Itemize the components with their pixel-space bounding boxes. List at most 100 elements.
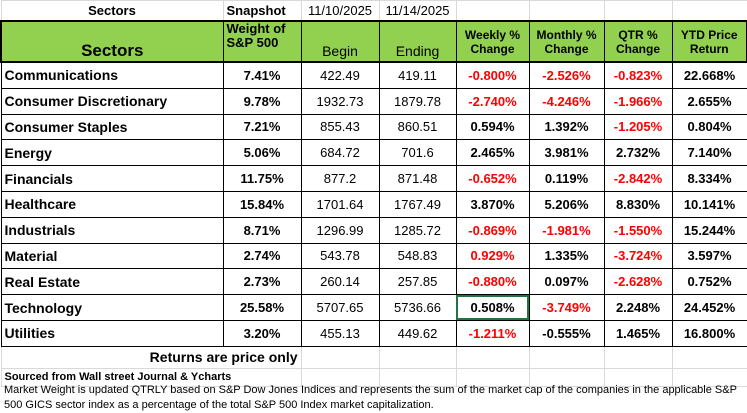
sector-cell[interactable]: Consumer Discretionary bbox=[0, 87, 224, 115]
monthly-cell[interactable]: -1.981% bbox=[528, 216, 605, 244]
monthly-cell[interactable]: -4.246% bbox=[528, 87, 605, 115]
weight-cell[interactable]: 15.84% bbox=[222, 190, 302, 218]
header-weekly[interactable]: Weekly % Change bbox=[455, 20, 530, 63]
monthly-cell[interactable]: -2.526% bbox=[528, 61, 605, 89]
begin-cell[interactable]: 684.72 bbox=[300, 139, 380, 167]
monthly-cell[interactable]: 1.392% bbox=[528, 113, 605, 141]
empty-cell[interactable] bbox=[528, 345, 605, 369]
ytd-cell[interactable]: 15.244% bbox=[671, 216, 747, 244]
empty-cell[interactable] bbox=[671, 0, 747, 22]
empty-cell[interactable] bbox=[528, 0, 605, 22]
begin-cell[interactable]: 5707.65 bbox=[300, 294, 380, 321]
qtr-cell[interactable]: 2.732% bbox=[603, 139, 673, 167]
begin-cell[interactable]: 422.49 bbox=[300, 61, 380, 89]
weight-cell[interactable]: 3.20% bbox=[222, 319, 302, 347]
weekly-cell[interactable]: 0.929% bbox=[455, 242, 530, 270]
ytd-cell[interactable]: 16.800% bbox=[671, 319, 747, 347]
empty-cell[interactable] bbox=[378, 345, 457, 369]
ytd-cell[interactable]: 8.334% bbox=[671, 165, 747, 192]
sectors-title-cell[interactable]: Sectors bbox=[0, 0, 224, 22]
sector-cell[interactable]: Utilities bbox=[0, 319, 224, 347]
header-ytd[interactable]: YTD Price Return bbox=[671, 20, 747, 63]
weight-cell[interactable]: 11.75% bbox=[222, 165, 302, 192]
begin-cell[interactable]: 877.2 bbox=[300, 165, 380, 192]
weekly-cell[interactable]: 2.465% bbox=[455, 139, 530, 167]
sector-cell[interactable]: Material bbox=[0, 242, 224, 270]
ending-cell[interactable]: 548.83 bbox=[378, 242, 457, 270]
begin-cell[interactable]: 1932.73 bbox=[300, 87, 380, 115]
market-weight-note[interactable]: Market Weight is updated QTRLY based on … bbox=[4, 384, 737, 411]
weight-cell[interactable]: 7.41% bbox=[222, 61, 302, 89]
empty-cell[interactable] bbox=[603, 345, 673, 369]
monthly-cell[interactable]: -0.555% bbox=[528, 319, 605, 347]
header-qtr[interactable]: QTR % Change bbox=[603, 20, 673, 63]
qtr-cell[interactable]: -2.842% bbox=[603, 165, 673, 192]
source-note[interactable]: Sourced from Wall street Journal & Ychar… bbox=[0, 367, 302, 387]
empty-cell[interactable] bbox=[300, 345, 380, 369]
empty-cell[interactable] bbox=[455, 345, 530, 369]
ytd-cell[interactable]: 10.141% bbox=[671, 190, 747, 218]
header-ending[interactable]: Ending bbox=[378, 20, 457, 63]
begin-cell[interactable]: 260.14 bbox=[300, 268, 380, 296]
weekly-cell[interactable]: 0.594% bbox=[455, 113, 530, 141]
begin-date-cell[interactable]: 11/10/2025 bbox=[300, 0, 380, 22]
monthly-cell[interactable]: 5.206% bbox=[528, 190, 605, 218]
header-sectors[interactable]: Sectors bbox=[0, 20, 224, 63]
header-monthly[interactable]: Monthly % Change bbox=[528, 20, 605, 63]
empty-cell[interactable] bbox=[455, 0, 530, 22]
ytd-cell[interactable]: 0.804% bbox=[671, 113, 747, 141]
empty-cell[interactable] bbox=[603, 0, 673, 22]
qtr-cell[interactable]: -2.628% bbox=[603, 268, 673, 296]
ending-cell[interactable]: 449.62 bbox=[378, 319, 457, 347]
ending-cell[interactable]: 1879.78 bbox=[378, 87, 457, 115]
ending-cell[interactable]: 701.6 bbox=[378, 139, 457, 167]
qtr-cell[interactable]: -0.823% bbox=[603, 61, 673, 89]
monthly-cell[interactable]: -3.749% bbox=[528, 294, 605, 321]
weekly-cell[interactable]: -0.652% bbox=[455, 165, 530, 192]
begin-cell[interactable]: 1296.99 bbox=[300, 216, 380, 244]
ytd-cell[interactable]: 2.655% bbox=[671, 87, 747, 115]
sector-cell[interactable]: Real Estate bbox=[0, 268, 224, 296]
qtr-cell[interactable]: 8.830% bbox=[603, 190, 673, 218]
sector-cell[interactable]: Technology bbox=[0, 294, 224, 321]
ytd-cell[interactable]: 24.452% bbox=[671, 294, 747, 321]
monthly-cell[interactable]: 0.097% bbox=[528, 268, 605, 296]
weekly-cell[interactable]: -0.800% bbox=[455, 61, 530, 89]
weekly-cell[interactable]: -0.880% bbox=[455, 268, 530, 296]
weekly-cell[interactable]: -1.211% bbox=[455, 319, 530, 347]
qtr-cell[interactable]: -3.724% bbox=[603, 242, 673, 270]
qtr-cell[interactable]: -1.205% bbox=[603, 113, 673, 141]
ytd-cell[interactable]: 7.140% bbox=[671, 139, 747, 167]
ending-cell[interactable]: 871.48 bbox=[378, 165, 457, 192]
header-weight[interactable]: Weight of S&P 500 bbox=[222, 20, 302, 63]
monthly-cell[interactable]: 0.119% bbox=[528, 165, 605, 192]
weekly-cell[interactable]: -2.740% bbox=[455, 87, 530, 115]
empty-cell[interactable] bbox=[671, 345, 747, 369]
ending-cell[interactable]: 419.11 bbox=[378, 61, 457, 89]
begin-cell[interactable]: 455.13 bbox=[300, 319, 380, 347]
snapshot-label-cell[interactable]: Snapshot bbox=[222, 0, 302, 22]
weekly-cell[interactable]: -0.869% bbox=[455, 216, 530, 244]
returns-note[interactable]: Returns are price only bbox=[0, 345, 302, 369]
end-date-cell[interactable]: 11/14/2025 bbox=[378, 0, 457, 22]
qtr-cell[interactable]: 1.465% bbox=[603, 319, 673, 347]
weekly-cell[interactable]: 0.508% bbox=[455, 294, 530, 321]
weight-cell[interactable]: 2.73% bbox=[222, 268, 302, 296]
ending-cell[interactable]: 860.51 bbox=[378, 113, 457, 141]
ending-cell[interactable]: 1767.49 bbox=[378, 190, 457, 218]
qtr-cell[interactable]: -1.550% bbox=[603, 216, 673, 244]
monthly-cell[interactable]: 3.981% bbox=[528, 139, 605, 167]
sector-cell[interactable]: Healthcare bbox=[0, 190, 224, 218]
sector-cell[interactable]: Financials bbox=[0, 165, 224, 192]
qtr-cell[interactable]: -1.966% bbox=[603, 87, 673, 115]
ytd-cell[interactable]: 22.668% bbox=[671, 61, 747, 89]
begin-cell[interactable]: 1701.64 bbox=[300, 190, 380, 218]
weekly-cell[interactable]: 3.870% bbox=[455, 190, 530, 218]
begin-cell[interactable]: 855.43 bbox=[300, 113, 380, 141]
weight-cell[interactable]: 9.78% bbox=[222, 87, 302, 115]
weight-cell[interactable]: 7.21% bbox=[222, 113, 302, 141]
weight-cell[interactable]: 25.58% bbox=[222, 294, 302, 321]
sector-cell[interactable]: Energy bbox=[0, 139, 224, 167]
begin-cell[interactable]: 543.78 bbox=[300, 242, 380, 270]
ending-cell[interactable]: 1285.72 bbox=[378, 216, 457, 244]
